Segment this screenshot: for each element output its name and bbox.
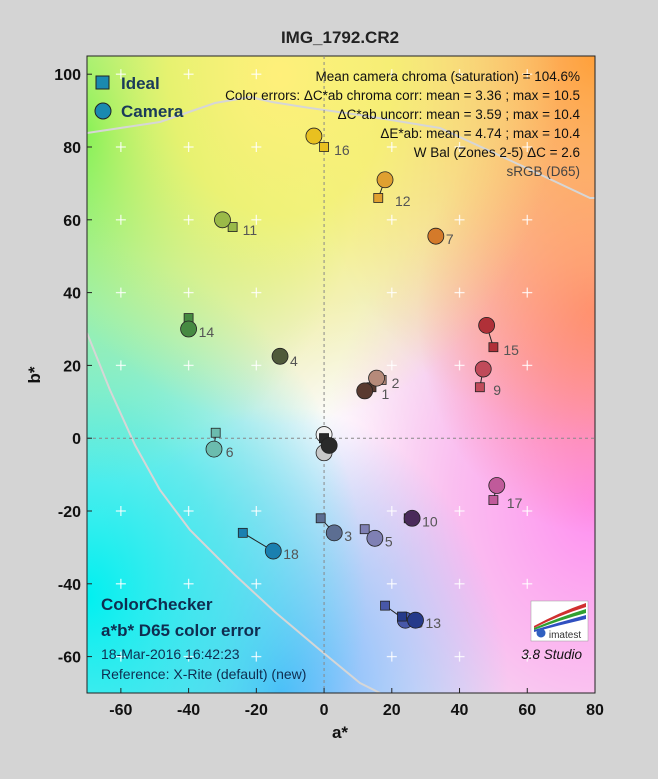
y-tick-label: -60 xyxy=(58,650,81,667)
ideal-marker-17 xyxy=(488,495,499,505)
patch-label-2: 2 xyxy=(392,375,400,391)
camera-marker-1 xyxy=(356,382,374,400)
ideal-marker-6 xyxy=(210,427,221,438)
y-tick-label: 100 xyxy=(54,67,81,84)
grid-plus-marks xyxy=(115,69,533,662)
stats-block: Mean camera chroma (saturation) = 104.6%… xyxy=(225,69,580,179)
patch-label-4: 4 xyxy=(290,353,298,369)
ideal-marker-13 xyxy=(397,611,407,622)
ideal-marker-8 xyxy=(380,600,390,611)
y-tick-label: 60 xyxy=(63,213,81,230)
legend-ideal-label: Ideal xyxy=(121,74,160,93)
patch-label-1: 1 xyxy=(381,386,389,402)
gamut-boundary-top xyxy=(87,95,595,199)
y-tick-label: -20 xyxy=(58,504,81,521)
patch-label-18: 18 xyxy=(283,546,299,562)
camera-marker-13 xyxy=(407,611,424,629)
patch-label-16: 16 xyxy=(334,142,350,158)
camera-marker-10 xyxy=(403,509,421,527)
patch-label-10: 10 xyxy=(422,513,438,529)
patch-label-6: 6 xyxy=(226,444,234,460)
stat-white-balance: W Bal (Zones 2-5) ΔC = 2.6 xyxy=(414,145,580,160)
camera-marker-4 xyxy=(271,347,289,365)
y-tick-label: 20 xyxy=(63,358,81,375)
chart-title: IMG_1792.CR2 xyxy=(281,28,399,47)
ideal-marker-16 xyxy=(319,142,329,152)
chart-subtitle: a*b* D65 color error xyxy=(101,621,261,640)
patch-label-13: 13 xyxy=(426,615,442,631)
camera-marker-15 xyxy=(478,316,496,334)
camera-marker-7 xyxy=(427,227,445,245)
x-axis-ticks: -60 -40 -20 0 20 40 60 80 xyxy=(109,688,604,719)
patch-label-11: 11 xyxy=(243,222,258,238)
stat-delta-e: ΔE*ab: mean = 4.74 ; max = 10.4 xyxy=(380,126,580,141)
patch-markers: 123456789101112131415161718 xyxy=(180,127,523,631)
patch-label-7: 7 xyxy=(446,231,454,247)
legend: Ideal Camera xyxy=(94,74,184,121)
legend-camera-swatch xyxy=(94,102,112,120)
patch-label-9: 9 xyxy=(493,382,501,398)
patch-label-3: 3 xyxy=(344,528,352,544)
camera-marker-11 xyxy=(214,211,231,229)
reference-label: Reference: X-Rite (default) (new) xyxy=(101,666,306,682)
y-tick-label: 0 xyxy=(72,431,81,448)
camera-marker-17 xyxy=(488,477,506,494)
logo-text: imatest xyxy=(549,630,581,641)
stat-uncorr: ΔC*ab uncorr: mean = 3.59 ; max = 10.4 xyxy=(338,107,581,122)
camera-marker-12 xyxy=(376,171,394,189)
colorspace-label: sRGB (D65) xyxy=(506,164,580,179)
camera-marker-14 xyxy=(180,320,198,338)
patch-label-5: 5 xyxy=(385,533,393,549)
y-tick-label: -40 xyxy=(58,577,81,594)
patch-label-15: 15 xyxy=(503,342,519,358)
stat-chroma: Mean camera chroma (saturation) = 104.6% xyxy=(315,69,580,84)
x-tick-label: -40 xyxy=(177,702,200,719)
x-tick-label: 20 xyxy=(383,702,401,719)
chart-name: ColorChecker xyxy=(101,595,213,614)
patch-label-17: 17 xyxy=(507,495,523,511)
ideal-marker-3 xyxy=(315,513,326,524)
date-label: 18-Mar-2016 16:42:23 xyxy=(101,646,240,662)
legend-ideal-swatch xyxy=(95,75,110,90)
legend-camera-label: Camera xyxy=(121,102,184,121)
ideal-marker-9 xyxy=(474,382,485,393)
camera-marker-5 xyxy=(366,529,384,547)
x-tick-label: 60 xyxy=(518,702,536,719)
ideal-marker-12 xyxy=(373,193,384,203)
camera-marker-18 xyxy=(264,542,282,560)
x-tick-label: -60 xyxy=(109,702,132,719)
camera-marker-6 xyxy=(205,440,223,458)
ideal-marker-11 xyxy=(227,222,238,232)
y-axis-ticks: -60 -40 -20 0 20 40 60 80 100 xyxy=(54,67,92,667)
imatest-logo: imatest xyxy=(530,600,589,642)
y-axis-label: b* xyxy=(25,366,44,383)
x-axis-label: a* xyxy=(332,723,348,742)
camera-marker-3 xyxy=(325,524,343,542)
version-label: 3.8 Studio xyxy=(521,647,582,662)
ideal-marker-18 xyxy=(237,527,248,538)
ideal-marker-15 xyxy=(488,342,499,353)
stat-chroma-corr: Color errors: ΔC*ab chroma corr: mean = … xyxy=(225,88,580,103)
camera-marker-N3 xyxy=(320,437,338,454)
ideal-marker-5 xyxy=(359,524,370,535)
y-tick-label: 40 xyxy=(63,286,81,303)
patch-label-14: 14 xyxy=(199,324,215,340)
x-tick-label: -20 xyxy=(245,702,268,719)
y-tick-label: 80 xyxy=(63,140,81,157)
plot-frame xyxy=(86,55,596,694)
x-tick-label: 80 xyxy=(586,702,604,719)
patch-label-12: 12 xyxy=(395,193,411,209)
plot-background xyxy=(87,56,595,693)
x-tick-label: 40 xyxy=(451,702,469,719)
camera-marker-16 xyxy=(305,127,323,145)
bottom-info: ColorChecker a*b* D65 color error 18-Mar… xyxy=(101,595,306,682)
camera-marker-9 xyxy=(474,360,492,378)
gamut-boundary-bottom xyxy=(87,332,381,693)
camera-marker-2 xyxy=(368,369,385,387)
x-tick-label: 0 xyxy=(320,702,329,719)
